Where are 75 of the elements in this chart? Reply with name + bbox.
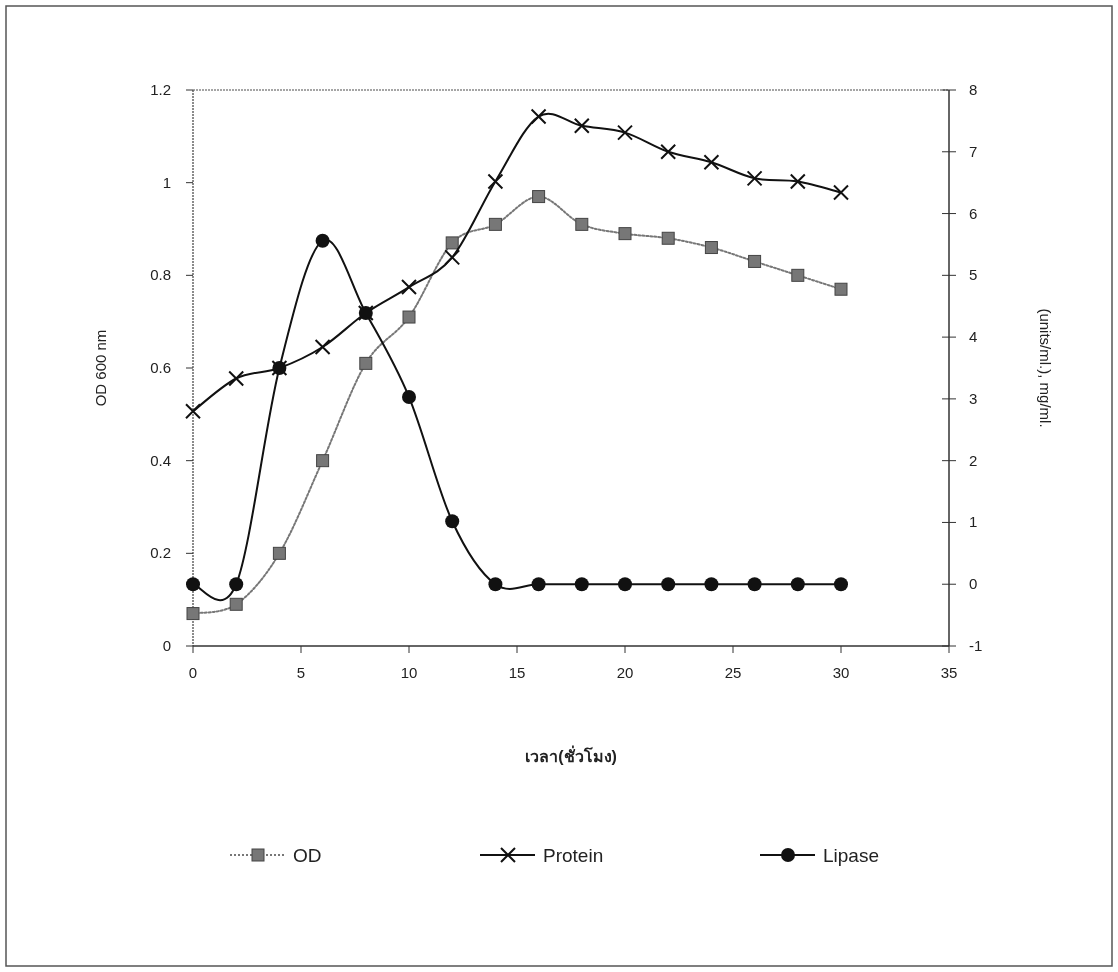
point — [748, 254, 762, 268]
y2-tick-label: 4 — [969, 328, 978, 346]
x-axis-title: เวลา(ชั่วโมง) — [525, 745, 617, 765]
point — [574, 577, 589, 592]
point — [185, 403, 201, 420]
y2-tick-label: 5 — [969, 266, 978, 284]
point — [573, 117, 590, 134]
y2-tick-label: 2 — [969, 451, 978, 469]
point — [487, 173, 504, 190]
y-tick-label: 0 — [162, 637, 171, 654]
x-tick-label: 15 — [508, 664, 526, 681]
x-tick-label: 10 — [400, 664, 418, 681]
y2-tick-label: 1 — [969, 513, 978, 531]
point — [833, 184, 849, 201]
point — [531, 577, 546, 592]
y-tick-label: 0.4 — [150, 451, 171, 469]
x-tick-label: 5 — [296, 664, 306, 681]
x-tick-label: 35 — [940, 664, 958, 681]
point — [228, 370, 245, 387]
point — [359, 356, 373, 370]
point — [660, 143, 677, 160]
x-tick-label: 25 — [724, 664, 742, 681]
point — [791, 268, 805, 282]
y2-axis-title: (units/ml.), mg/ml. — [1037, 308, 1054, 428]
point — [703, 154, 720, 171]
y-axis-title: OD 600 nm — [92, 329, 109, 407]
point — [789, 173, 806, 190]
point — [747, 577, 762, 592]
point — [704, 577, 719, 592]
x-tick-label: 0 — [188, 664, 198, 681]
point — [488, 217, 502, 231]
point — [186, 607, 200, 621]
y2-tick-label: 0 — [969, 575, 978, 593]
point — [316, 454, 330, 468]
y-tick-label: 1 — [162, 173, 171, 191]
point — [314, 339, 331, 355]
y-tick-label: 0.2 — [150, 544, 171, 562]
y2-tick-label: 3 — [969, 389, 978, 407]
point — [661, 231, 675, 245]
point — [704, 241, 718, 255]
point — [834, 577, 848, 592]
x-tick-label: 20 — [616, 664, 634, 681]
point — [445, 236, 459, 250]
point — [575, 217, 589, 231]
y2-tick-label: -1 — [969, 637, 983, 654]
legend-label: Protein — [543, 845, 604, 866]
point — [790, 577, 805, 592]
point — [444, 249, 461, 266]
legend-label: OD — [293, 845, 322, 866]
point — [617, 124, 633, 141]
point — [401, 279, 417, 296]
y2-tick-label: 7 — [969, 142, 978, 160]
point — [618, 577, 632, 592]
point — [402, 310, 416, 324]
y-tick-label: 1.2 — [150, 81, 171, 98]
point — [834, 282, 848, 296]
point — [661, 577, 676, 592]
point — [532, 190, 546, 204]
point — [530, 108, 547, 125]
point — [746, 170, 763, 187]
y-tick-label: 0.6 — [150, 359, 171, 376]
x-tick-label: 30 — [832, 664, 850, 681]
point — [445, 514, 460, 529]
point — [618, 227, 632, 241]
y2-tick-label: 6 — [969, 204, 978, 222]
point — [402, 390, 416, 405]
point — [315, 233, 330, 248]
y-tick-label: 0.8 — [150, 266, 171, 284]
point — [229, 597, 243, 611]
legend-label: Lipase — [823, 845, 879, 866]
y2-tick-label: 8 — [969, 81, 978, 98]
point — [488, 577, 503, 592]
point — [186, 577, 200, 592]
point — [272, 546, 286, 560]
point — [229, 577, 244, 592]
